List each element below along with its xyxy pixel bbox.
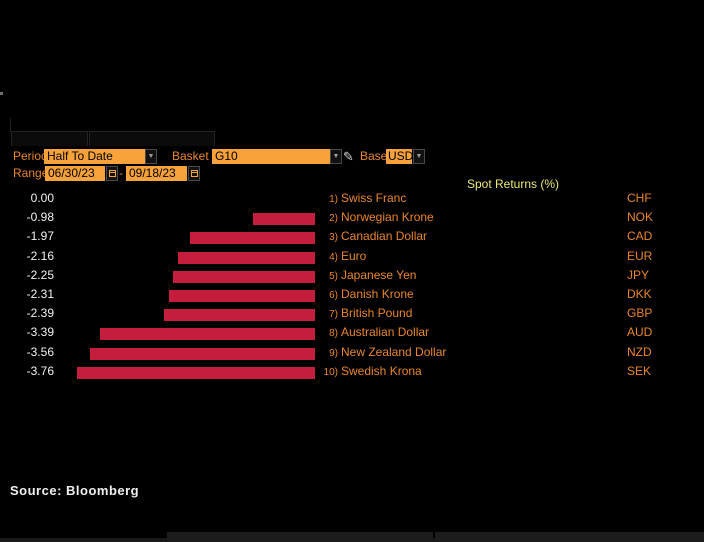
base-label: Base bbox=[360, 149, 388, 163]
return-bar[interactable] bbox=[90, 347, 315, 360]
tab-1[interactable] bbox=[11, 131, 88, 146]
calendar-glyph bbox=[109, 170, 116, 177]
currency-ticker: CAD bbox=[627, 229, 653, 244]
currency-row[interactable]: 7) British Pound bbox=[322, 307, 412, 321]
currency-name: Canadian Dollar bbox=[341, 229, 428, 244]
period-select[interactable]: Half To Date bbox=[44, 149, 145, 164]
currency-row[interactable]: 5) Japanese Yen bbox=[322, 267, 417, 283]
return-bar[interactable] bbox=[173, 270, 315, 283]
currency-ticker: EUR bbox=[627, 248, 653, 263]
currency-name: New Zealand Dollar bbox=[341, 344, 447, 359]
currency-rank: 4) bbox=[329, 251, 338, 263]
return-bar[interactable] bbox=[77, 366, 315, 379]
currency-rank: 6) bbox=[329, 290, 338, 301]
value-label: -2.31 bbox=[26, 287, 54, 301]
return-bar[interactable] bbox=[190, 232, 315, 245]
currency-rank: 7) bbox=[329, 309, 338, 321]
basket-label: Basket bbox=[172, 149, 209, 163]
basket-dropdown-arrow-icon[interactable]: ▼ bbox=[330, 149, 342, 164]
currency-row[interactable]: 8) Australian Dollar bbox=[322, 326, 429, 340]
currency-name: Euro bbox=[341, 248, 367, 263]
range-end-calendar-icon[interactable] bbox=[188, 166, 200, 181]
range-start-calendar-icon[interactable] bbox=[106, 166, 118, 181]
range-label: Range bbox=[13, 166, 49, 180]
currency-ticker: DKK bbox=[627, 287, 652, 301]
tab-2[interactable] bbox=[89, 131, 215, 146]
value-label: -2.39 bbox=[26, 306, 54, 321]
screen-artifact-dot bbox=[0, 92, 3, 95]
currency-name: British Pound bbox=[341, 306, 413, 321]
edit-pencil-icon[interactable]: ✎ bbox=[343, 149, 354, 164]
currency-rank: 3) bbox=[329, 232, 338, 244]
value-label: -0.98 bbox=[26, 210, 54, 225]
currency-row[interactable]: 6) Danish Krone bbox=[322, 288, 414, 302]
bottom-bar-segment bbox=[435, 532, 704, 542]
range-start-input[interactable]: 06/30/23 bbox=[45, 166, 105, 181]
return-bar[interactable] bbox=[100, 328, 315, 341]
currency-name: Danish Krone bbox=[341, 287, 414, 301]
currency-name: Norwegian Krone bbox=[341, 210, 434, 225]
value-label: 0.00 bbox=[30, 191, 54, 205]
currency-name: Japanese Yen bbox=[341, 267, 417, 282]
currency-rank: 2) bbox=[329, 213, 338, 225]
currency-rank: 5) bbox=[329, 270, 338, 282]
currency-name: Australian Dollar bbox=[341, 325, 430, 340]
value-label: -1.97 bbox=[26, 229, 54, 244]
currency-rank: 9) bbox=[329, 347, 338, 359]
currency-row[interactable]: 3) Canadian Dollar bbox=[322, 230, 427, 244]
currency-rank: 1) bbox=[329, 194, 338, 205]
currency-ticker: CHF bbox=[627, 191, 652, 205]
currency-name: Swiss Franc bbox=[341, 191, 407, 205]
currency-rank: 8) bbox=[329, 328, 338, 340]
base-dropdown-arrow-icon[interactable]: ▼ bbox=[413, 149, 425, 164]
return-bar[interactable] bbox=[253, 213, 315, 226]
currency-name: Swedish Krona bbox=[341, 363, 422, 378]
currency-ticker: JPY bbox=[627, 267, 650, 282]
period-dropdown-arrow-icon[interactable]: ▼ bbox=[145, 149, 157, 164]
currency-row[interactable]: 2) Norwegian Krone bbox=[322, 211, 434, 225]
value-label: -3.56 bbox=[26, 344, 54, 359]
currency-row[interactable]: 1) Swiss Franc bbox=[322, 192, 406, 206]
currency-ticker: GBP bbox=[627, 306, 653, 321]
period-label: Period bbox=[13, 149, 48, 163]
basket-select[interactable]: G10 bbox=[212, 149, 330, 164]
return-bar[interactable] bbox=[169, 290, 315, 302]
currency-row[interactable]: 9) New Zealand Dollar bbox=[322, 344, 447, 360]
value-label: -3.76 bbox=[26, 363, 54, 378]
currency-ticker: NZD bbox=[627, 344, 652, 359]
value-label: -2.25 bbox=[26, 267, 54, 282]
currency-row[interactable]: 4) Euro bbox=[322, 248, 367, 264]
return-bar[interactable] bbox=[178, 251, 315, 264]
calendar-glyph bbox=[191, 170, 198, 177]
source-credit: Source: Bloomberg bbox=[10, 483, 140, 498]
currency-rank: 10) bbox=[323, 366, 338, 378]
return-bar[interactable] bbox=[164, 309, 315, 322]
chart-title: Spot Returns (%) bbox=[466, 177, 560, 191]
currency-ticker: AUD bbox=[627, 325, 653, 340]
currency-row[interactable]: 10) Swedish Krona bbox=[322, 363, 422, 379]
range-separator: - bbox=[119, 166, 123, 180]
value-label: -2.16 bbox=[26, 248, 54, 263]
currency-ticker: SEK bbox=[627, 363, 652, 378]
currency-ticker: NOK bbox=[627, 210, 654, 225]
base-select[interactable]: USD bbox=[386, 149, 412, 164]
value-label: -3.39 bbox=[26, 325, 54, 340]
range-end-input[interactable]: 09/18/23 bbox=[126, 166, 187, 181]
tab-edge-line bbox=[10, 118, 11, 132]
bottom-bar-segment bbox=[167, 532, 433, 542]
